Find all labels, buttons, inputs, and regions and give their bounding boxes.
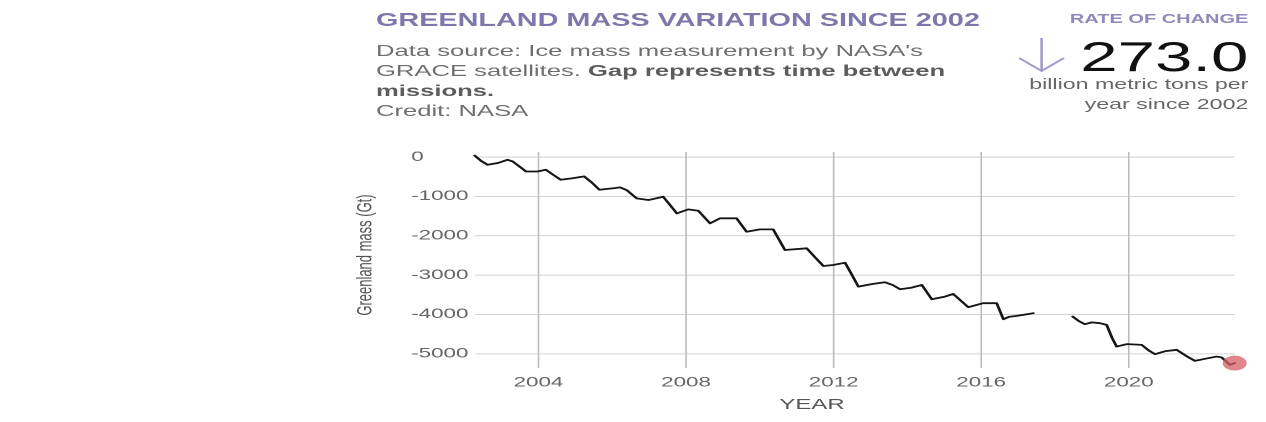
y-tick-label: -3000 xyxy=(411,266,468,282)
series-line-segment-2 xyxy=(1071,315,1237,366)
y-tick-label: -1000 xyxy=(411,187,468,203)
arrow-down-icon xyxy=(1018,38,1065,73)
data-series xyxy=(473,154,1247,371)
x-tick-label: 2012 xyxy=(809,374,859,390)
rate-of-change-label: RATE OF CHANGE xyxy=(1069,12,1249,26)
x-axis-title: YEAR xyxy=(779,396,844,412)
rate-of-change-value: 273.0 xyxy=(1080,33,1249,80)
chart-description: Data source: Ice mass measurement by NAS… xyxy=(376,42,984,122)
y-axis-title: Greenland mass (Gt) xyxy=(352,194,376,315)
rate-of-change-unit: billion metric tons per year since 2002 xyxy=(1029,77,1249,113)
latest-value-marker[interactable] xyxy=(1222,355,1247,371)
horizontal-gridlines xyxy=(475,156,1236,355)
x-tick-label: 2008 xyxy=(661,374,711,390)
data-source-text: Data source: Ice mass measurement by NAS… xyxy=(376,43,923,80)
credit-text: Credit: NASA xyxy=(376,103,529,120)
chart-title: GREENLAND MASS VARIATION SINCE 2002 xyxy=(376,10,980,30)
x-axis-tick-labels: 2004 2008 2012 2016 2020 xyxy=(514,374,1154,390)
series-line-segment-1 xyxy=(473,154,1035,321)
y-tick-label: -5000 xyxy=(411,345,468,361)
y-tick-label: 0 xyxy=(411,148,423,164)
x-tick-label: 2016 xyxy=(956,374,1006,390)
x-tick-label: 2004 xyxy=(514,374,564,390)
vertical-gridlines xyxy=(537,152,1130,368)
y-tick-label: -2000 xyxy=(411,227,468,243)
y-axis-tick-labels: 0 -1000 -2000 -3000 -4000 -5000 xyxy=(411,148,468,360)
y-tick-label: -4000 xyxy=(411,305,468,321)
x-tick-label: 2020 xyxy=(1104,374,1154,390)
gap-note: Gap represents time between missions. xyxy=(376,63,946,100)
